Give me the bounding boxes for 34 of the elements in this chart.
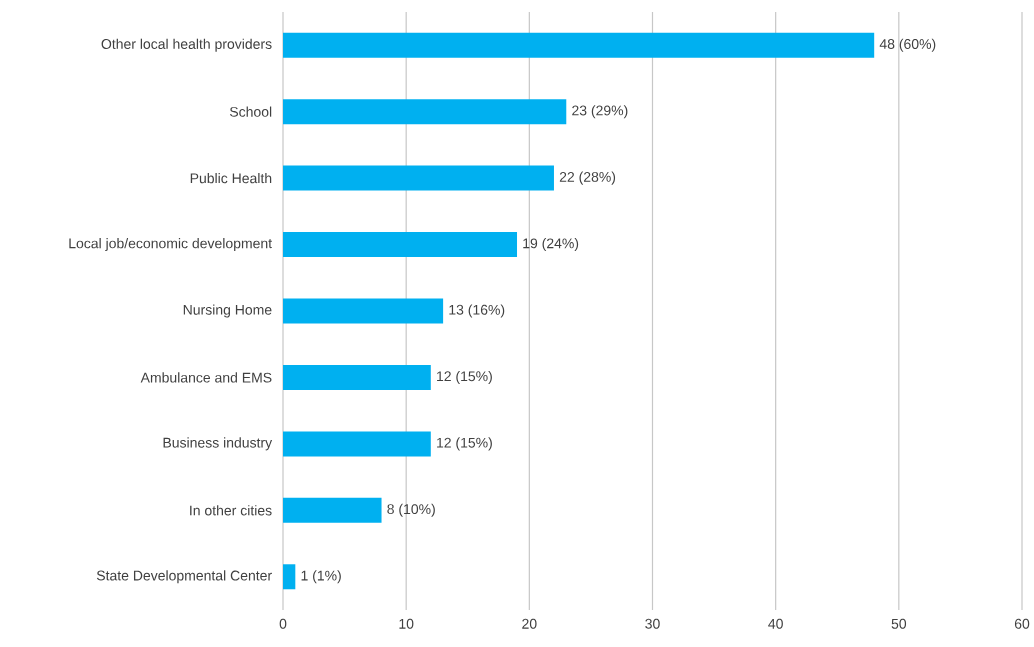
bar	[283, 364, 431, 390]
y-tick-label: School	[229, 106, 272, 117]
data-label: 13 (16%)	[449, 304, 505, 318]
bar	[283, 431, 431, 457]
data-label: 12 (15%)	[437, 437, 492, 451]
data-label: 48 (60%)	[879, 38, 936, 52]
x-tick-label: 60	[1014, 618, 1030, 629]
bar	[283, 165, 554, 191]
x-tick-label: 50	[891, 618, 907, 629]
y-tick-label: In other cities	[190, 505, 272, 516]
data-label: 19 (24%)	[523, 238, 579, 252]
y-tick-label: Public Health	[190, 172, 272, 184]
y-tick-label: State Developmental Center	[96, 570, 272, 584]
x-tick-label: 20	[522, 618, 537, 629]
data-label: 23 (29%)	[572, 105, 628, 119]
y-tick-label: Other local health providers	[101, 38, 272, 52]
x-tick-label: 40	[768, 618, 783, 629]
bar	[283, 232, 518, 258]
bar	[283, 564, 296, 590]
y-tick-label: Business industry	[163, 437, 273, 451]
x-tick-label: 30	[645, 618, 660, 629]
bar	[283, 298, 444, 324]
bar	[283, 497, 382, 523]
bar	[283, 32, 875, 58]
data-label: 12 (15%)	[437, 370, 492, 384]
y-tick-label: Ambulance and EMS	[140, 372, 272, 383]
data-label: 1 (1%)	[301, 570, 341, 584]
x-tick-label: 10	[399, 618, 414, 629]
data-label: 22 (28%)	[559, 171, 616, 185]
data-label: 8 (10%)	[387, 503, 435, 517]
x-tick-label: 0	[279, 618, 287, 629]
bar	[283, 99, 567, 125]
y-tick-label: Nursing Home	[183, 304, 272, 318]
y-tick-label: Local job/economic development	[69, 238, 272, 252]
